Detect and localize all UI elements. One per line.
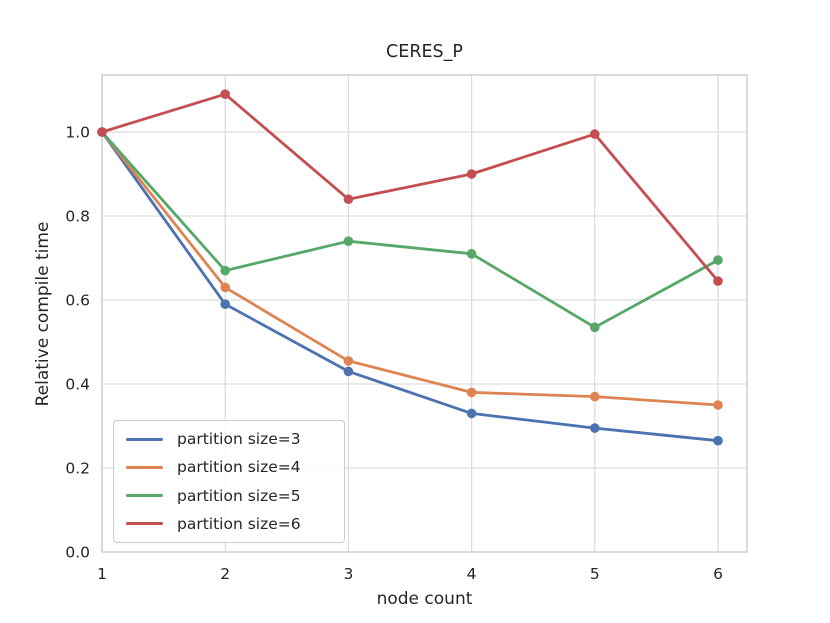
x-tick-label: 5	[590, 565, 600, 583]
data-point-marker	[343, 194, 354, 204]
data-point-marker	[590, 129, 600, 139]
legend-line-swatch	[126, 465, 163, 469]
legend-line-swatch	[126, 437, 163, 441]
legend-label: partition size=4	[177, 458, 301, 477]
x-axis-label: node count	[376, 589, 473, 609]
y-tick-label: 0.0	[65, 544, 90, 562]
series-line	[100, 130, 720, 407]
legend: partition size=3 partition size=4 partitio…	[113, 420, 345, 543]
series-line	[100, 92, 720, 283]
data-point-marker	[343, 236, 354, 246]
y-axis-label: Relative compile time	[33, 221, 53, 407]
x-tick-label: 1	[97, 565, 107, 583]
data-point-marker	[590, 322, 600, 333]
data-point-marker	[590, 423, 600, 433]
data-point-marker	[220, 299, 230, 310]
data-point-marker	[713, 435, 723, 446]
legend-item[interactable]: partition size=6	[126, 510, 334, 538]
plot-border	[101, 74, 748, 553]
data-point-marker	[466, 408, 477, 419]
y-tick-label: 0.8	[65, 208, 90, 226]
y-tick-label: 1.0	[65, 124, 90, 142]
y-tick-label: 0.6	[65, 292, 90, 310]
legend-item[interactable]: partition size=4	[126, 453, 334, 481]
legend-line-swatch	[126, 494, 163, 498]
legend-item[interactable]: partition size=3	[126, 425, 334, 453]
legend-line-swatch	[126, 522, 163, 526]
x-tick-label: 6	[713, 565, 723, 583]
legend-item[interactable]: partition size=5	[126, 482, 334, 510]
chart-title: CERES_P	[386, 42, 463, 62]
legend-label: partition size=6	[177, 514, 301, 533]
data-point-marker	[97, 127, 107, 137]
data-point-marker	[590, 391, 600, 402]
x-tick-label: 3	[343, 565, 353, 583]
y-tick-label: 0.2	[65, 460, 90, 478]
series-line	[100, 130, 720, 329]
data-point-marker	[220, 89, 230, 99]
x-tick-label: 4	[467, 565, 477, 583]
data-point-marker	[220, 265, 230, 276]
data-point-marker	[220, 282, 230, 293]
data-point-marker	[343, 356, 354, 366]
x-tick-label: 2	[220, 565, 230, 583]
data-point-marker	[713, 276, 723, 286]
legend-label: partition size=5	[177, 486, 301, 505]
legend-label: partition size=3	[177, 430, 301, 449]
data-point-marker	[466, 387, 477, 398]
series-line	[100, 130, 720, 443]
y-tick-label: 0.4	[65, 376, 90, 394]
data-point-marker	[713, 255, 723, 265]
data-point-marker	[466, 169, 477, 179]
data-point-marker	[713, 400, 723, 410]
data-point-marker	[466, 249, 477, 259]
data-point-marker	[343, 366, 354, 377]
